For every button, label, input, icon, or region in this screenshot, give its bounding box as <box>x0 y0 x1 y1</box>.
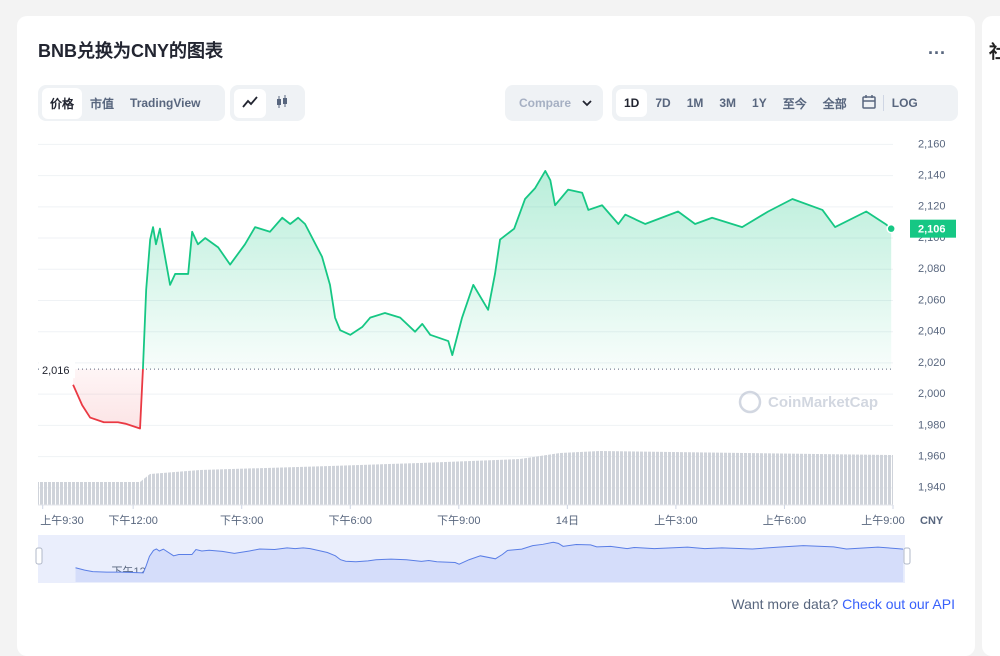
y-unit: CNY <box>920 515 944 527</box>
footer: Want more data? Check out our API <box>731 596 955 612</box>
range-button[interactable]: 3M <box>719 96 737 110</box>
y-tick-label: 2,000 <box>918 388 946 400</box>
tab-group: 价格 市值 TradingView <box>38 85 225 121</box>
y-tick-label: 1,980 <box>918 419 946 431</box>
y-tick-label: 2,040 <box>918 326 946 338</box>
compare-label: Compare <box>519 96 572 110</box>
candle-icon <box>277 94 287 108</box>
navigator-area <box>75 542 904 582</box>
line-icon <box>242 95 258 108</box>
volume-bars <box>38 451 893 505</box>
y-tick-label: 2,140 <box>918 169 946 181</box>
price-area <box>73 170 892 429</box>
x-tick-label: 上午6:00 <box>763 514 806 527</box>
y-tick-label: 2,120 <box>918 201 946 213</box>
last-point <box>886 223 896 234</box>
watermark: CoinMarketCap <box>738 390 878 414</box>
calendar-icon <box>862 94 876 109</box>
x-tick-label: 14日 <box>556 515 579 527</box>
y-tick-label: 2,060 <box>918 294 946 306</box>
current-price-label: 2,106 <box>918 224 946 236</box>
range-button[interactable]: 全部 <box>822 96 847 111</box>
more-menu[interactable]: ... <box>928 38 947 58</box>
divider <box>882 95 884 111</box>
y-tick-label: 1,940 <box>918 482 946 494</box>
calendar-button[interactable] <box>855 89 883 118</box>
current-price-tag <box>910 219 956 238</box>
x-tick-label: 上午9:30 <box>40 514 83 527</box>
side-title: 社 <box>989 42 1000 62</box>
y-tick-label: 2,080 <box>918 263 946 275</box>
chart-style-group <box>230 85 305 121</box>
y-tick-label: 2,160 <box>918 138 946 150</box>
line-style-button[interactable] <box>234 88 266 118</box>
x-tick-label: 下午3:00 <box>220 514 263 527</box>
y-tick-label: 1,960 <box>918 451 946 463</box>
baseline-label-box <box>39 360 75 379</box>
x-tick-label: 下午12:00 <box>108 514 158 527</box>
x-tick-label: 下午6:00 <box>329 514 372 527</box>
baseline-label: 2,016 <box>42 365 70 377</box>
price-line <box>72 170 892 430</box>
range-group: 1D 7D 1M 3M 1Y 至今 全部 LOG <box>612 85 958 121</box>
log-button[interactable]: LOG <box>891 96 918 110</box>
chart: CoinMarketCap 1,940 1,960 1,980 2,000 2,020 2… <box>35 138 956 583</box>
tab[interactable]: 市值 <box>90 96 115 111</box>
chevron <box>582 100 592 107</box>
navigator-handle[interactable] <box>903 547 911 565</box>
range-button[interactable]: 7D <box>655 96 671 110</box>
tab[interactable]: 价格 <box>42 87 83 119</box>
side-card: 社 <box>982 16 1000 656</box>
range-button[interactable]: 1D <box>616 89 648 117</box>
navigator-line <box>75 541 904 574</box>
range-button[interactable]: 至今 <box>782 96 807 111</box>
candle-style-button[interactable] <box>266 89 298 118</box>
x-tick-label: 下午9:00 <box>437 514 480 527</box>
x-tick-label: 上午3:00 <box>654 514 697 527</box>
compare-dropdown[interactable]: Compare <box>505 85 603 121</box>
range-button[interactable]: 1Y <box>752 96 767 110</box>
navigator-handle[interactable] <box>35 547 43 565</box>
watermark-text: CoinMarketCap <box>768 394 878 411</box>
y-tick-label: 2,020 <box>918 357 946 369</box>
x-tick-label: 上午9:00 <box>861 514 904 527</box>
page-title: BNB兑换为CNY的图表 <box>38 41 224 61</box>
tab[interactable]: TradingView <box>130 96 201 110</box>
api-link[interactable]: Check out our API <box>842 596 955 612</box>
footer-prompt: Want more data? <box>731 596 839 612</box>
range-button[interactable]: 1M <box>686 96 704 110</box>
